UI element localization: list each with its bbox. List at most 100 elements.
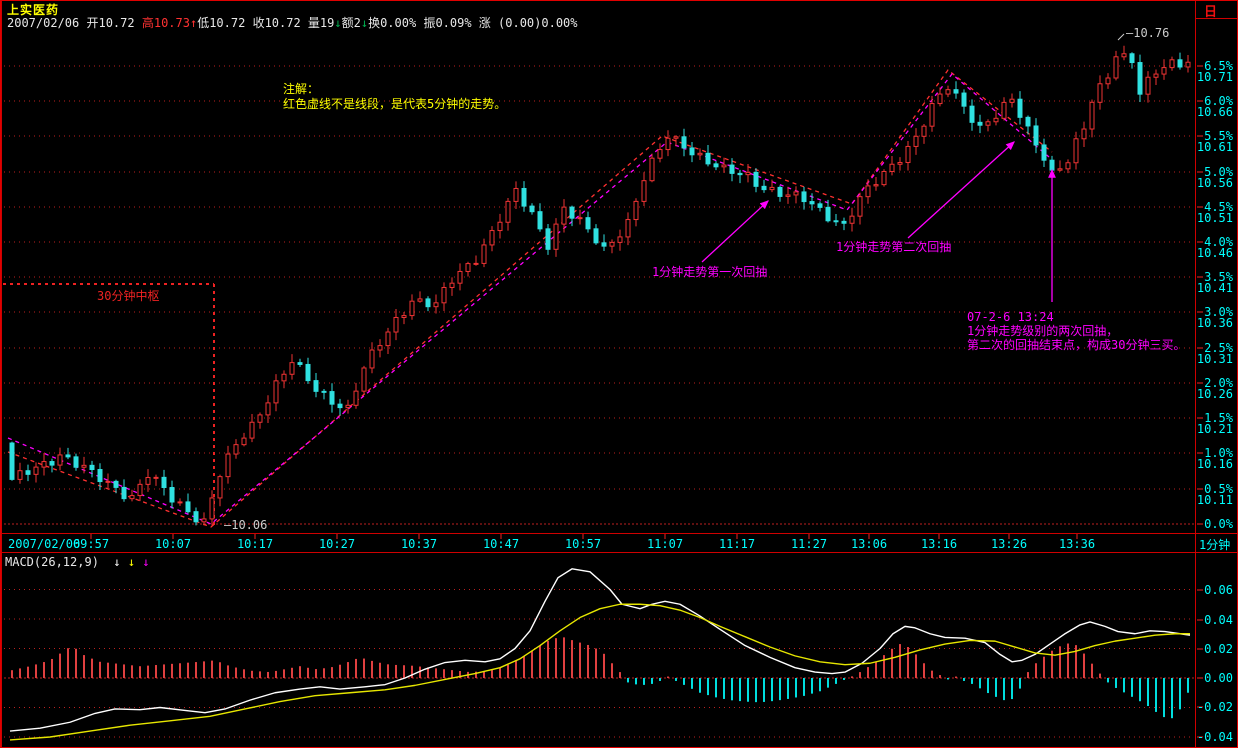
candle-down bbox=[97, 469, 103, 483]
time-axis-label: 11:07 bbox=[647, 537, 683, 551]
candle-down bbox=[25, 470, 31, 475]
candle-down bbox=[65, 454, 71, 458]
candle-up bbox=[265, 402, 271, 416]
macd-dif-line bbox=[9, 568, 1191, 732]
price-axis-percent-label: 5.0% bbox=[1204, 165, 1234, 179]
candle-up bbox=[177, 501, 183, 504]
candle-down bbox=[737, 172, 743, 176]
interval-indicator[interactable]: 1分钟 bbox=[1199, 538, 1231, 552]
candle-up bbox=[41, 461, 47, 468]
candle-up bbox=[1113, 56, 1119, 79]
candle-up bbox=[225, 453, 231, 478]
candle-down bbox=[1129, 53, 1135, 64]
candles-layer bbox=[9, 45, 1191, 526]
candle-down bbox=[89, 464, 95, 471]
candle-up bbox=[409, 300, 415, 317]
pullback2-label: 1分钟走势第二次回抽 bbox=[836, 239, 951, 254]
macd-dea-arrow-icon: ↓ bbox=[127, 555, 136, 569]
macd-axis-label: 0.02 bbox=[1204, 642, 1233, 656]
left-border bbox=[0, 0, 2, 748]
candle-up bbox=[985, 121, 991, 126]
candle-down bbox=[969, 105, 975, 123]
macd-indicator-header: MACD(26,12,9) ↓ ↓ ↓ bbox=[5, 555, 150, 569]
note-body: 红色虚线不是线段，是代表5分钟的走势。 bbox=[283, 96, 506, 111]
time-axis-label: 10:37 bbox=[401, 537, 437, 551]
macd-axis-label: 0.00 bbox=[1204, 671, 1233, 685]
time-axis-label: 13:26 bbox=[991, 537, 1027, 551]
candle-up bbox=[385, 331, 391, 347]
candle-down bbox=[977, 121, 983, 126]
candle-up bbox=[241, 437, 247, 446]
macd-param-label: MACD(26,12,9) bbox=[5, 555, 99, 569]
price-axis-price-label: 10.46 bbox=[1197, 246, 1233, 260]
candle-up bbox=[1065, 162, 1071, 170]
candle-up bbox=[1057, 168, 1063, 171]
price-axis-percent-label: 1.0% bbox=[1204, 446, 1234, 460]
pivot-box-layer bbox=[3, 283, 215, 528]
candle-up bbox=[1169, 59, 1175, 69]
candle-down bbox=[1049, 159, 1055, 171]
candle-up bbox=[769, 186, 775, 191]
candle-down bbox=[425, 298, 431, 308]
pullback1-arrow bbox=[701, 200, 769, 263]
candle-down bbox=[297, 362, 303, 365]
price-axis-price-label: 10.56 bbox=[1197, 176, 1233, 190]
candle-down bbox=[833, 220, 839, 223]
candle-down bbox=[537, 211, 543, 230]
candle-up bbox=[129, 495, 135, 500]
macd-layer bbox=[9, 568, 1191, 741]
candle-up bbox=[1105, 77, 1111, 85]
annotations-layer: 注解：红色虚线不是线段，是代表5分钟的走势。 30分钟中枢 1分钟走势第一次回抽 1分… bbox=[97, 26, 1185, 532]
candle-up bbox=[913, 135, 919, 147]
candle-up bbox=[657, 149, 663, 159]
price-axis-price-label: 10.16 bbox=[1197, 457, 1233, 471]
candle-up bbox=[57, 454, 63, 466]
candle-down bbox=[689, 147, 695, 156]
candle-up bbox=[433, 302, 439, 308]
price-axis-price-label: 10.61 bbox=[1197, 140, 1233, 154]
price-axis-percent-label: 0.5% bbox=[1204, 482, 1234, 496]
candle-down bbox=[305, 363, 311, 382]
candle-down bbox=[113, 480, 119, 488]
candle-down bbox=[713, 163, 719, 168]
macd-axis-label: 0.06 bbox=[1204, 583, 1233, 597]
candle-up bbox=[417, 298, 423, 302]
candle-up bbox=[233, 444, 239, 455]
candle-up bbox=[921, 125, 927, 137]
candle-up bbox=[617, 236, 623, 243]
price-axis-percent-label: 3.5% bbox=[1204, 270, 1234, 284]
candle-up bbox=[785, 194, 791, 197]
candle-up bbox=[201, 518, 207, 523]
candle-down bbox=[1017, 98, 1023, 118]
pullback2-arrow bbox=[907, 141, 1015, 239]
candle-up bbox=[473, 262, 479, 265]
candle-up bbox=[145, 477, 151, 485]
candle-down bbox=[313, 380, 319, 392]
price-axis-price-label: 10.71 bbox=[1197, 70, 1233, 84]
quote-change: 涨 (0.00)0.00% bbox=[478, 16, 578, 30]
candle-up bbox=[1081, 128, 1087, 140]
candle-up bbox=[393, 316, 399, 333]
candle-down bbox=[545, 228, 551, 250]
candle-up bbox=[273, 380, 279, 404]
quote-volume: 量19 bbox=[307, 16, 335, 30]
candle-up bbox=[905, 145, 911, 163]
candle-up bbox=[33, 466, 39, 475]
candle-down bbox=[329, 391, 335, 405]
candle-down bbox=[1177, 59, 1183, 68]
macd-dea-line bbox=[9, 603, 1190, 741]
candle-down bbox=[193, 511, 199, 523]
candle-down bbox=[801, 191, 807, 203]
quote-open: 开10.72 bbox=[86, 16, 135, 30]
time-axis-label: 09:57 bbox=[73, 537, 109, 551]
candle-down bbox=[705, 152, 711, 165]
candle-down bbox=[49, 461, 55, 466]
candle-down bbox=[601, 242, 607, 247]
daily-period-icon[interactable]: 日 bbox=[1204, 5, 1218, 20]
price-axis-percent-label: 1.5% bbox=[1204, 411, 1234, 425]
macd-hist-arrow-icon: ↓ bbox=[142, 555, 150, 569]
candle-down bbox=[321, 390, 327, 393]
candle-up bbox=[441, 286, 447, 304]
